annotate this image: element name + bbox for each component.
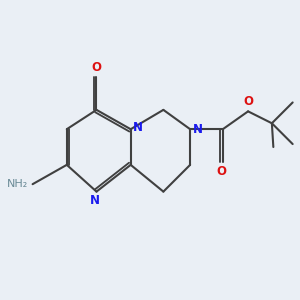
Text: N: N [90,194,100,207]
Text: NH₂: NH₂ [7,179,28,189]
Text: O: O [92,61,101,74]
Text: O: O [243,95,253,108]
Text: N: N [193,123,202,136]
Text: N: N [133,121,143,134]
Text: O: O [216,166,226,178]
